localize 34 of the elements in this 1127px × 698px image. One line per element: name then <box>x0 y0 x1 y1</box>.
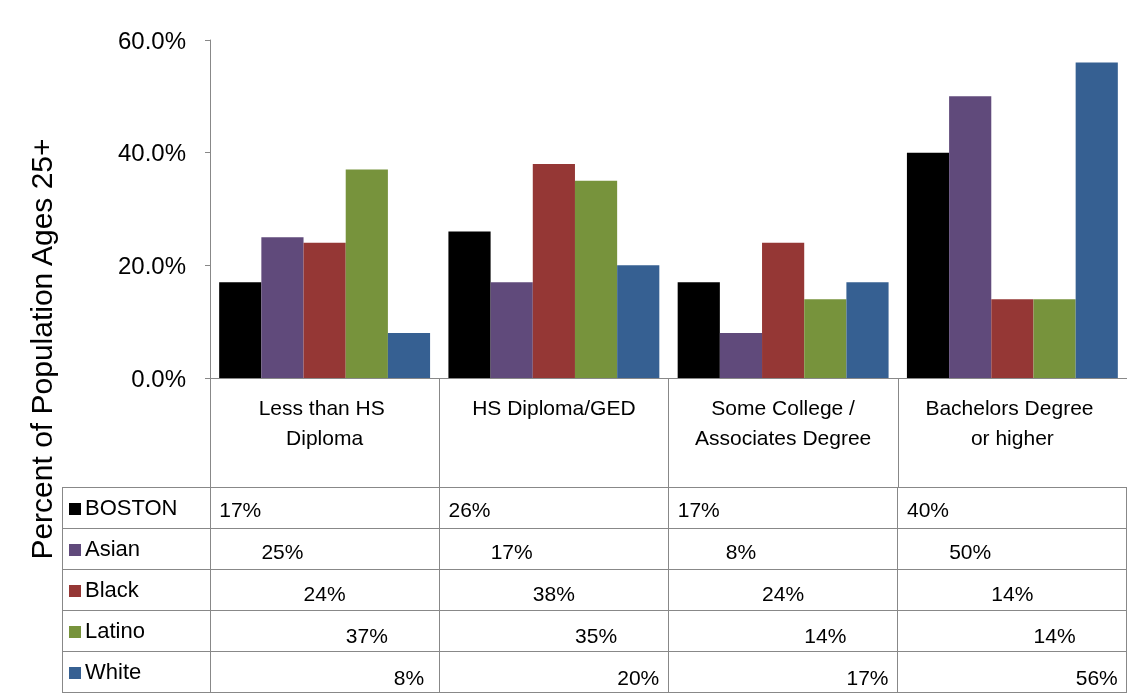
data-label: 14% <box>804 623 847 647</box>
data-label: 37% <box>345 623 388 647</box>
legend-label: Black <box>62 569 211 611</box>
data-label: 24% <box>762 581 805 605</box>
legend-label: Latino <box>62 610 211 652</box>
x-tick-label: Some College /Associates Degree <box>694 395 872 449</box>
data-label: 25% <box>261 539 304 563</box>
data-label: 14% <box>1033 623 1076 647</box>
y-tick-label: 20.0% <box>117 251 186 279</box>
data-label: 56% <box>1075 665 1118 689</box>
data-label: 17% <box>677 497 720 521</box>
data-label: 38% <box>532 581 575 605</box>
legend-label: Asian <box>62 528 211 570</box>
x-tick-label: Bachelors Degree or higher <box>925 395 1100 449</box>
data-label: 50% <box>949 539 992 563</box>
data-label: 17% <box>490 539 533 563</box>
data-label: 24% <box>303 581 346 605</box>
data-label: 17% <box>219 497 262 521</box>
data-label: 8% <box>725 539 757 563</box>
y-axis-title: Percent of Population Ages 25+ <box>25 138 59 560</box>
legend-label: White <box>62 651 211 693</box>
data-label: 8% <box>393 665 425 689</box>
x-tick-label: Less than HS Diploma <box>258 395 391 449</box>
y-tick-label: 60.0% <box>117 26 186 54</box>
y-tick-label: 40.0% <box>117 139 186 167</box>
data-label: 17% <box>846 665 889 689</box>
data-label: 26% <box>448 497 491 521</box>
data-label: 14% <box>991 581 1034 605</box>
data-label: 40% <box>907 497 950 521</box>
x-tick-label: HS Diploma/GED <box>472 395 636 419</box>
legend-label: BOSTON <box>62 487 211 529</box>
data-label: 20% <box>617 665 660 689</box>
y-tick-label: 0.0% <box>131 364 186 392</box>
data-label: 35% <box>575 623 618 647</box>
